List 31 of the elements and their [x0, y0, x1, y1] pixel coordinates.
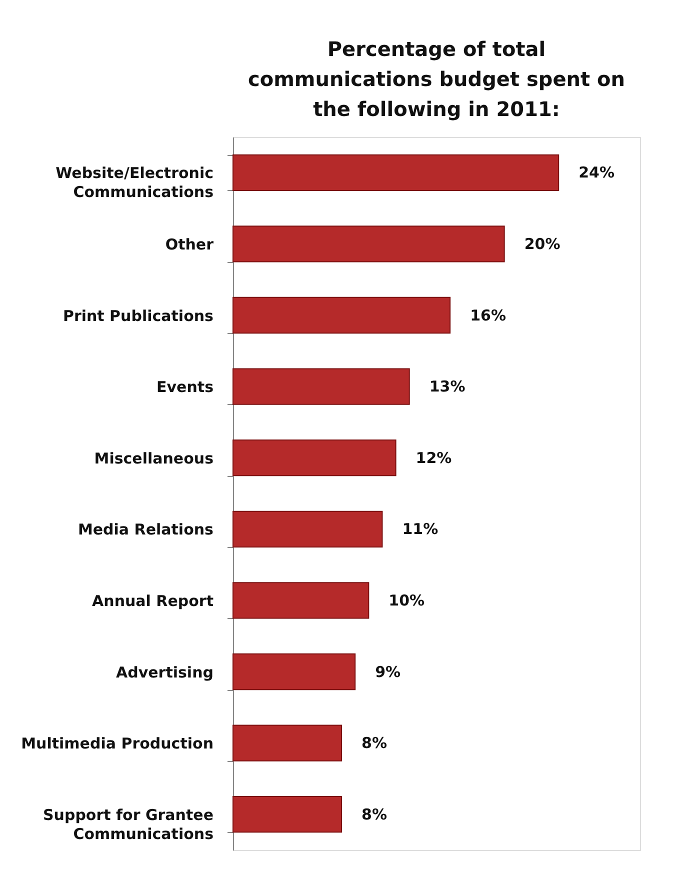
bar — [232, 724, 342, 762]
bar — [232, 653, 356, 690]
bar — [232, 510, 383, 548]
data-label: 16% — [470, 306, 506, 324]
data-label: 8% — [362, 734, 387, 752]
bar — [232, 154, 560, 191]
data-label: 13% — [429, 378, 466, 396]
y-tick-label: Print Publications — [62, 306, 214, 325]
y-tick-label: Media Relations — [78, 520, 214, 539]
y-tick-label: Multimedia Production — [21, 734, 214, 753]
bar — [232, 226, 505, 262]
data-label: 24% — [578, 164, 615, 182]
data-label: 11% — [402, 520, 438, 538]
chart-title: Percentage of total communications budget spent on the following in 2011: — [248, 37, 626, 121]
data-label: 10% — [388, 591, 425, 610]
y-tick-label: Advertising — [116, 663, 214, 682]
y-tick-label: Miscellaneous — [94, 449, 214, 468]
data-label: 12% — [416, 448, 452, 467]
data-label: 8% — [362, 805, 387, 824]
y-tick-label: Other — [165, 235, 214, 254]
y-tick-label: Website/Electronic Communications — [56, 164, 214, 202]
y-tick-label: Annual Report — [92, 592, 214, 610]
data-label: 9% — [375, 662, 401, 681]
bar — [232, 368, 410, 405]
y-tick-label: Support for Grantee Communications — [42, 806, 214, 843]
y-tick-label: Events — [156, 378, 214, 396]
data-label: 20% — [524, 234, 560, 253]
bar — [232, 582, 370, 619]
bar — [232, 796, 342, 833]
bar — [232, 440, 396, 476]
bar — [232, 296, 451, 334]
